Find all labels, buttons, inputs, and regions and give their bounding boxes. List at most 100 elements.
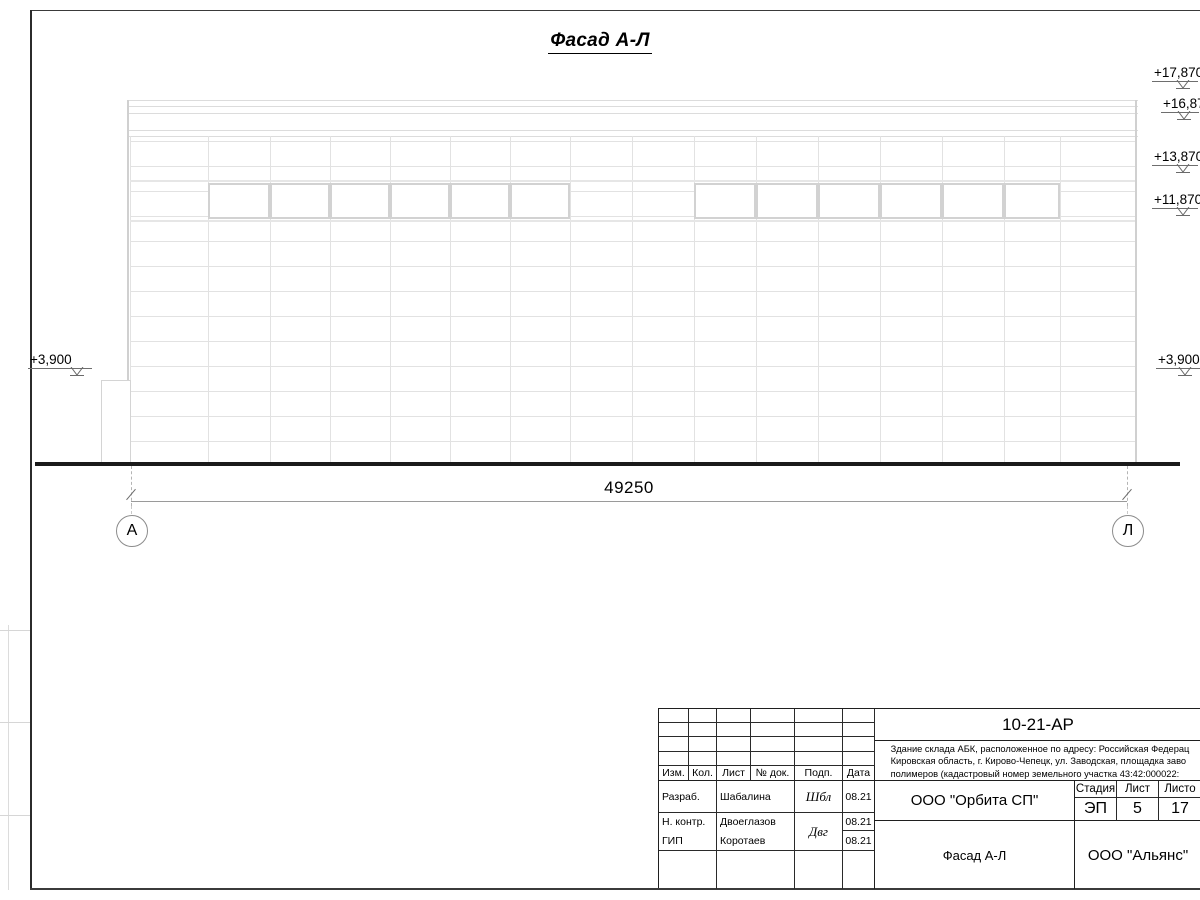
column-header-izm: Изм. — [659, 766, 689, 781]
mullion-14 — [1004, 136, 1005, 462]
project-description-line-1: Здание склада АБК, расположенное по адре… — [890, 744, 1190, 755]
mullion-13 — [942, 136, 943, 462]
stage-header-listov: Листо — [1159, 781, 1200, 798]
revision-cell[interactable] — [689, 752, 717, 766]
window-pane-left-0 — [208, 183, 270, 219]
revision-cell[interactable] — [843, 723, 875, 737]
mullion-5 — [450, 136, 451, 462]
window-pane-left-3 — [390, 183, 450, 219]
revision-cell[interactable] — [717, 723, 751, 737]
mullion-6 — [510, 136, 511, 462]
facade-right-edge — [1135, 100, 1137, 462]
revision-cell[interactable] — [689, 709, 717, 723]
revision-cell[interactable] — [689, 737, 717, 752]
project-code: 10-21-АР — [875, 709, 1200, 741]
revision-cell[interactable] — [659, 723, 689, 737]
role-label-gip: ГИП — [659, 831, 717, 851]
mullion-0 — [130, 136, 131, 462]
role-label-nkontr: Н. контр. — [659, 813, 717, 831]
dimension-extension-right — [1127, 466, 1128, 506]
role-name-razrab: Шабалина — [717, 781, 795, 813]
stage-value-listov: 17 — [1159, 798, 1200, 821]
role-name-gip: Коротаев — [717, 831, 795, 851]
elevation-level-arrow-icon — [70, 367, 84, 376]
annex-structure — [101, 380, 131, 462]
column-header-kol: Кол. — [689, 766, 717, 781]
drawing-title: Фасад А-Л — [0, 30, 1200, 54]
window-pane-right-0 — [694, 183, 756, 219]
mullion-2 — [270, 136, 271, 462]
revision-cell[interactable] — [795, 709, 843, 723]
mullion-15 — [1060, 136, 1061, 462]
elevation-label: +3,900 — [30, 352, 72, 367]
adjacent-sheet-rule — [0, 722, 30, 723]
elevation-marker-1: +16,870 — [1161, 96, 1200, 120]
dimension-extension-left — [131, 466, 132, 506]
mullion-3 — [330, 136, 331, 462]
mullion-4 — [390, 136, 391, 462]
facade-left-edge — [127, 100, 129, 462]
revision-cell[interactable] — [717, 752, 751, 766]
stage-header-stadiya: Стадия — [1075, 781, 1117, 798]
revision-cell[interactable] — [717, 737, 751, 752]
mullion-1 — [208, 136, 209, 462]
titleblock-filler — [843, 851, 875, 889]
roof-band-line-3 — [127, 130, 1138, 131]
elevation-label: +13,870 — [1154, 149, 1200, 164]
revision-cell[interactable] — [795, 752, 843, 766]
revision-cell[interactable] — [751, 709, 795, 723]
revision-cell[interactable] — [795, 737, 843, 752]
roof-band-line-1 — [127, 106, 1138, 107]
client-organization: ООО "Альянс" — [1087, 846, 1189, 864]
revision-cell[interactable] — [843, 737, 875, 752]
sheet-frame-bottom — [30, 888, 1200, 890]
window-pane-right-1 — [756, 183, 818, 219]
elevation-level-arrow-icon — [1176, 207, 1190, 216]
window-pane-right-3 — [880, 183, 942, 219]
elevation-label: +17,870 — [1154, 65, 1200, 80]
mullion-7 — [570, 136, 571, 462]
elevation-level-arrow-icon — [1177, 111, 1191, 120]
window-pane-left-2 — [330, 183, 390, 219]
date-razrab: 08.21 — [843, 781, 875, 813]
elevation-leader-line — [1152, 80, 1198, 82]
drawing-title-text: Фасад А-Л — [548, 30, 652, 54]
axis-bubble-l[interactable]: Л — [1112, 515, 1144, 547]
elevation-label: +16,870 — [1163, 96, 1200, 111]
elevation-marker-3: +11,870 — [1152, 192, 1200, 216]
project-description-line-2: Кировская область, г. Кирово-Чепецк, ул.… — [890, 756, 1187, 767]
elevation-leader-line — [1156, 367, 1200, 369]
revision-cell[interactable] — [689, 723, 717, 737]
signature-razrab[interactable]: Шбл — [795, 781, 843, 813]
revision-cell[interactable] — [795, 723, 843, 737]
dimension-label: 49250 — [604, 478, 654, 497]
window-band-bottom-rail — [130, 220, 1135, 222]
window-pane-left-4 — [450, 183, 510, 219]
revision-cell[interactable] — [843, 752, 875, 766]
roof-band-line-0 — [127, 100, 1138, 101]
roof-band-line-2 — [127, 113, 1138, 114]
dimension-line — [131, 501, 1127, 502]
axis-bubble-a[interactable]: А — [116, 515, 148, 547]
elevation-marker-0: +17,870 — [1152, 65, 1200, 89]
window-pane-left-1 — [270, 183, 330, 219]
elevation-marker-2: +13,870 — [1152, 149, 1200, 173]
revision-cell[interactable] — [751, 723, 795, 737]
revision-cell[interactable] — [717, 709, 751, 723]
elevation-label: +11,870 — [1154, 192, 1200, 207]
revision-cell[interactable] — [659, 752, 689, 766]
revision-cell[interactable] — [843, 709, 875, 723]
mullion-12 — [880, 136, 881, 462]
column-header-podp: Подп. — [795, 766, 843, 781]
elevation-label: +3,900 — [1158, 352, 1200, 367]
revision-cell[interactable] — [659, 737, 689, 752]
revision-cell[interactable] — [751, 752, 795, 766]
revision-cell[interactable] — [751, 737, 795, 752]
designer-organization: ООО "Орбита СП" — [875, 781, 1075, 821]
titleblock-filler — [659, 851, 717, 889]
signature-nkontr-gip[interactable]: Двг — [795, 813, 843, 851]
facade-elevation-drawing — [101, 100, 1138, 463]
revision-cell[interactable] — [659, 709, 689, 723]
elevation-leader-line — [1152, 207, 1198, 209]
